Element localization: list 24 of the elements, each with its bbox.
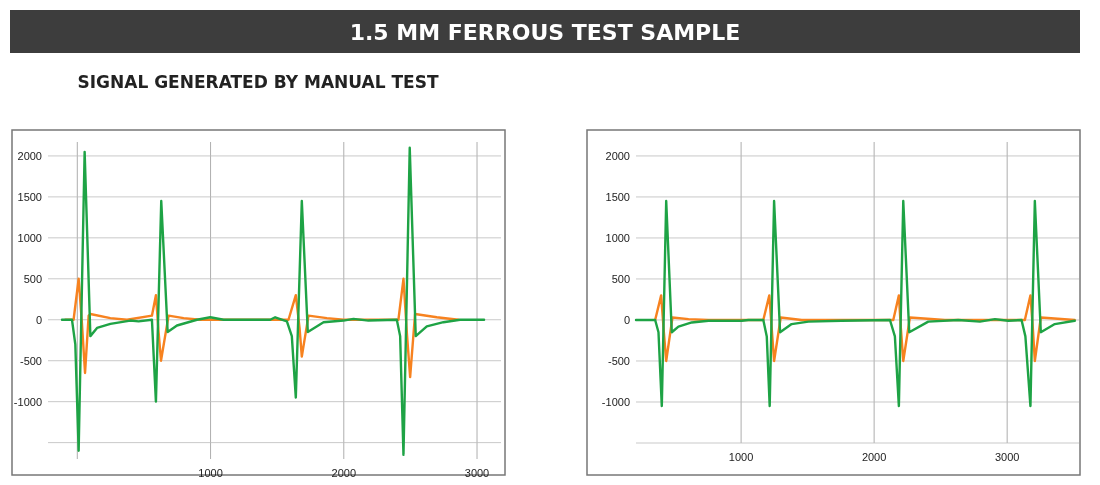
y-tick-label: -1000 xyxy=(13,395,42,408)
chart-subtitle: SIGNAL GENERATED BY MANUAL TEST xyxy=(77,72,439,92)
x-tick-label: 1000 xyxy=(728,451,754,463)
x-tick-label: 3000 xyxy=(994,451,1020,463)
x-tick-label: 3000 xyxy=(464,467,490,479)
y-tick-label: 2000 xyxy=(605,149,630,162)
y-tick-label: 1000 xyxy=(17,231,42,244)
chart-title: 1.5 MM FERROUS TEST SAMPLE xyxy=(349,20,741,45)
y-tick-label: 1500 xyxy=(17,190,42,203)
y-tick-label: -500 xyxy=(607,354,630,367)
y-tick-label: 500 xyxy=(23,272,42,285)
y-tick-label: 1500 xyxy=(605,190,630,203)
y-tick-label: -500 xyxy=(19,354,42,367)
line-series xyxy=(634,199,1076,408)
x-tick-label: 1000 xyxy=(198,467,223,479)
y-tick-label: 2000 xyxy=(17,149,42,162)
x-tick-label: 2000 xyxy=(331,467,357,479)
line-series xyxy=(60,146,486,457)
y-tick-label: 0 xyxy=(35,313,42,326)
y-tick-label: 500 xyxy=(611,272,630,285)
y-tick-label: -1000 xyxy=(601,395,630,408)
x-tick-label: 2000 xyxy=(861,451,887,463)
y-tick-label: 1000 xyxy=(605,231,630,244)
y-tick-label: 0 xyxy=(623,313,630,326)
